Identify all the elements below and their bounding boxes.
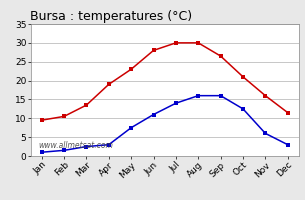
- Text: www.allmetsat.com: www.allmetsat.com: [38, 141, 113, 150]
- Text: Bursa : temperatures (°C): Bursa : temperatures (°C): [30, 10, 193, 23]
